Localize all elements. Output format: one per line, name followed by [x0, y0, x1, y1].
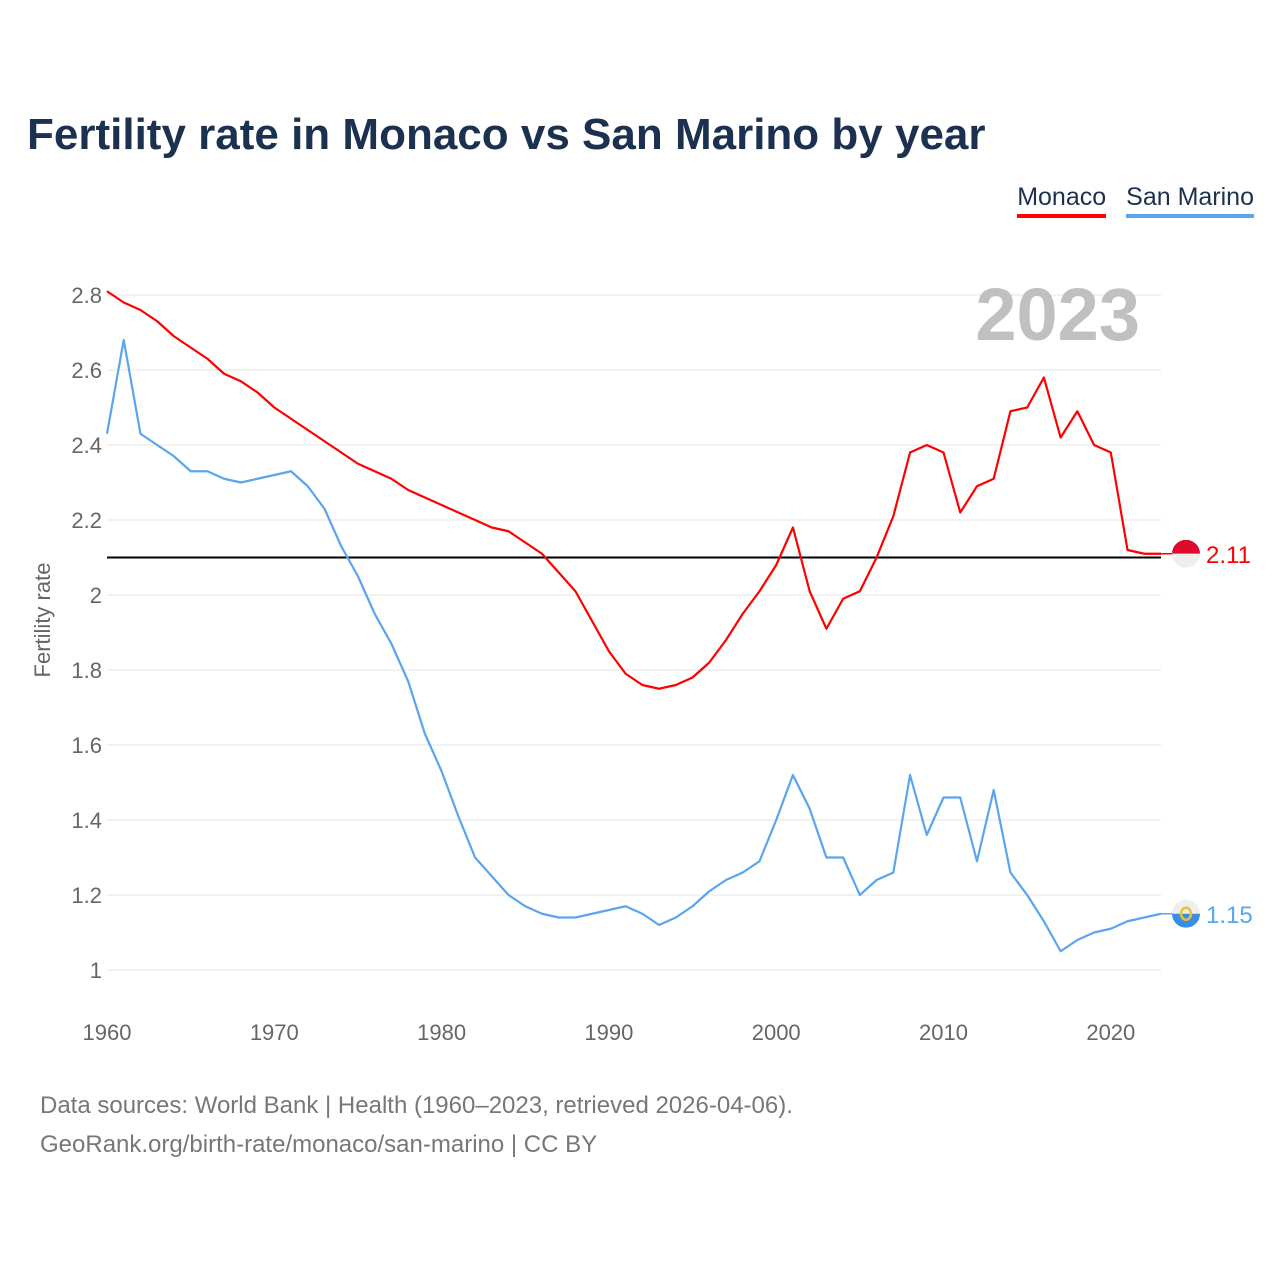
- source-link[interactable]: GeoRank.org/birth-rate/monaco/san-marino…: [40, 1131, 598, 1158]
- flag-coat-of-arms: [1179, 906, 1193, 921]
- y-axis-label: Fertility rate: [30, 563, 55, 678]
- y-tick-label: 2.6: [71, 358, 102, 383]
- flag-red-band: [1172, 539, 1200, 554]
- chart-title: Fertility rate in Monaco vs San Marino b…: [27, 110, 986, 159]
- y-tick-label: 2.8: [71, 283, 102, 308]
- end-value-label: 2.11: [1206, 542, 1251, 569]
- footer: Data sources: World Bank | Health (1960–…: [40, 1086, 793, 1164]
- y-tick-label: 1: [90, 958, 102, 983]
- x-tick-label: 1970: [250, 1020, 299, 1045]
- data-source: Data sources: World Bank | Health (1960–…: [40, 1092, 793, 1119]
- y-tick-label: 1.8: [71, 658, 102, 683]
- flag-white-band: [1172, 553, 1200, 568]
- san-marino-flag-icon: [1172, 899, 1200, 928]
- x-tick-label: 2010: [919, 1020, 968, 1045]
- x-tick-label: 1980: [417, 1020, 466, 1045]
- y-tick-label: 1.6: [71, 733, 102, 758]
- y-tick-label: 2.2: [71, 508, 102, 533]
- legend: Monaco San Marino: [1017, 183, 1254, 218]
- y-tick-label: 2.4: [71, 433, 102, 458]
- x-tick-label: 1960: [83, 1020, 132, 1045]
- series-line-san-marino: [105, 338, 1162, 953]
- end-value-label: 1.15: [1206, 902, 1253, 929]
- year-watermark: 2023: [975, 273, 1140, 356]
- x-tick-label: 1990: [584, 1020, 633, 1045]
- y-tick-label: 1.2: [71, 883, 102, 908]
- x-tick-label: 2000: [752, 1020, 801, 1045]
- x-tick-label: 2020: [1086, 1020, 1135, 1045]
- legend-monaco[interactable]: Monaco: [1017, 183, 1107, 218]
- legend-san-marino[interactable]: San Marino: [1126, 183, 1254, 218]
- series-line-monaco: [106, 290, 1161, 690]
- y-tick-label: 2: [90, 583, 102, 608]
- monaco-flag-icon: [1172, 539, 1200, 568]
- y-tick-label: 1.4: [71, 808, 102, 833]
